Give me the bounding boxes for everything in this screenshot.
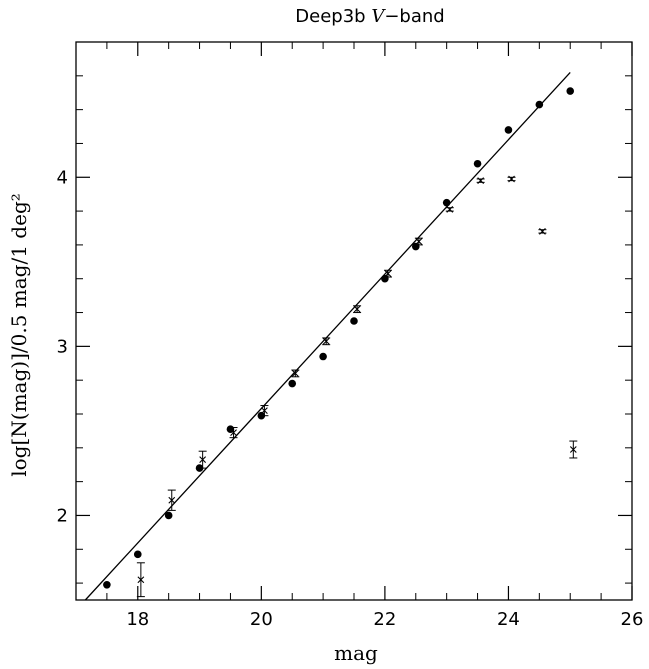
x-axis-label: mag (334, 641, 378, 665)
cross-marker (353, 305, 361, 313)
dot-point (257, 411, 266, 420)
y-axis-label: log[N(mag)]/0.5 mag/1 deg² (7, 193, 31, 477)
dot-point (442, 198, 451, 207)
dot-point (164, 511, 173, 520)
cross-point (136, 562, 145, 598)
cross-marker (137, 576, 145, 584)
dot-point (195, 464, 204, 472)
cross-marker (291, 370, 299, 377)
cross-marker (168, 496, 176, 504)
cross-point (291, 369, 300, 378)
x-tick-label: 22 (373, 609, 396, 630)
dot-point (381, 274, 389, 283)
cross-point (569, 440, 578, 459)
fit-line (84, 71, 571, 601)
dot-point (411, 242, 420, 251)
dot-point (288, 379, 297, 388)
cross-marker (477, 177, 485, 185)
minor-ticks (75, 41, 632, 600)
cross-marker (322, 337, 330, 345)
dot-point (226, 425, 235, 434)
cross-marker (230, 429, 237, 436)
x-tick-label: 20 (250, 609, 273, 630)
x-tick-label: 26 (621, 609, 644, 630)
cross-marker (508, 175, 515, 183)
cross-marker (569, 446, 577, 453)
chart-title-band-letter: V (371, 6, 386, 27)
chart-title-prefix: Deep3b (295, 6, 371, 27)
dot-point (535, 100, 544, 109)
x-tick-label: 18 (126, 609, 149, 630)
major-ticks (76, 42, 633, 600)
y-tick-label: 3 (57, 336, 68, 357)
cross-marker (446, 206, 454, 213)
cross-point (538, 227, 547, 235)
cross-point (445, 206, 454, 213)
dot-point (133, 550, 142, 559)
series-crosses (136, 175, 578, 598)
tick-labels: 18 20 22 24 26 2 3 4 (57, 167, 644, 630)
chart-title-suffix: −band (384, 6, 444, 27)
series-dots (103, 87, 575, 589)
cross-marker (199, 456, 207, 464)
cross-point (353, 305, 362, 314)
y-tick-label: 2 (57, 505, 68, 526)
y-tick-label: 4 (57, 167, 68, 188)
dot-point (504, 126, 513, 134)
cross-point (167, 489, 176, 511)
dot-point (103, 580, 111, 589)
cross-point (198, 450, 207, 469)
cross-point (507, 175, 516, 183)
x-tick-label: 24 (497, 609, 520, 630)
chart-title: Deep3b V−band (295, 6, 444, 27)
plot-frame (75, 41, 633, 601)
dot-point (566, 87, 575, 95)
cross-point (322, 337, 331, 346)
cross-marker (539, 227, 546, 235)
dot-point (350, 317, 358, 325)
cross-point (476, 177, 485, 185)
dot-point (319, 352, 327, 361)
dot-point (473, 159, 482, 168)
